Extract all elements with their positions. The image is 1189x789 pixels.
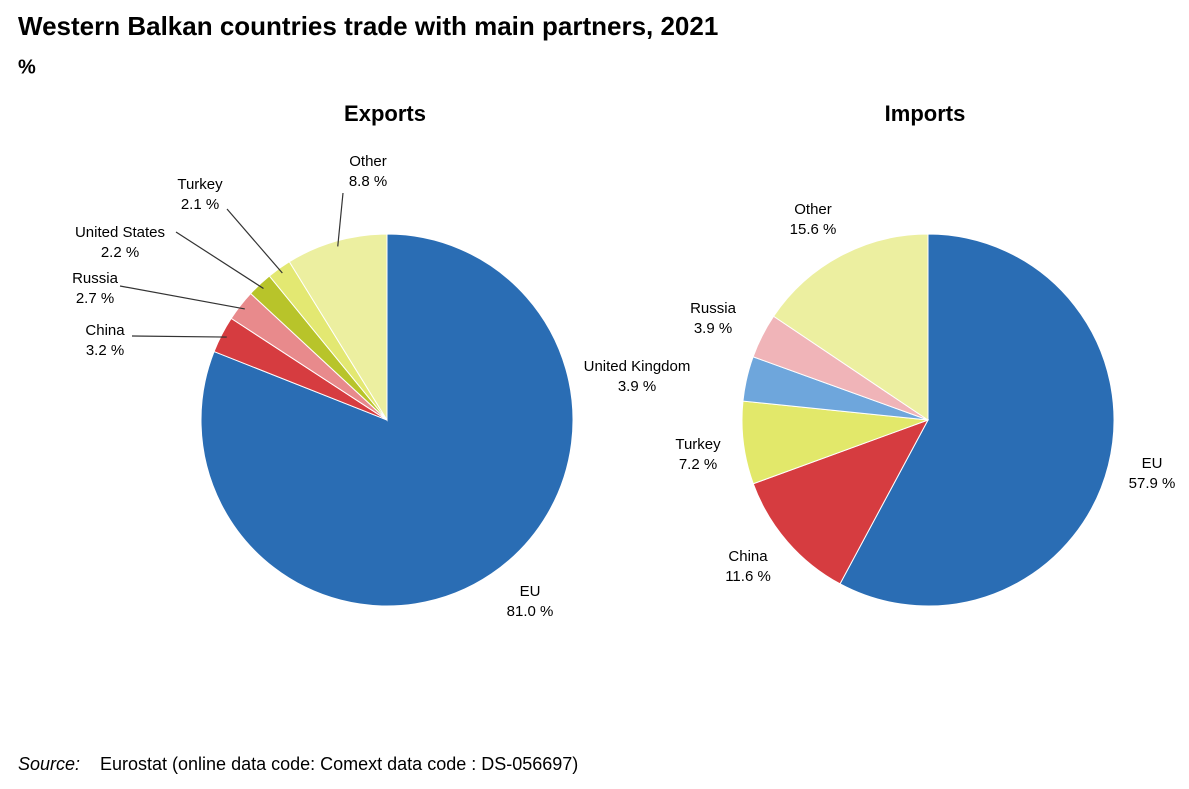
pie-title: Imports (885, 101, 966, 126)
source-label: Source: (18, 754, 80, 774)
slice-value-label: 2.7 % (76, 290, 114, 307)
slice-label: China (728, 548, 768, 565)
pie-slice (288, 233, 388, 422)
leader-line (131, 335, 227, 338)
slice-label: China (85, 322, 125, 339)
slice-value-label: 7.2 % (679, 456, 717, 473)
slice-label: EU (520, 583, 541, 600)
slice-label: Other (349, 153, 387, 170)
pie-title: Exports (344, 101, 426, 126)
slice-value-label: 3.2 % (86, 342, 124, 359)
slice-value-label: 3.9 % (694, 320, 732, 337)
leader-line (175, 231, 264, 289)
slice-label: United Kingdom (584, 358, 691, 375)
slice-label: Turkey (675, 436, 721, 453)
slice-label: Other (794, 201, 832, 218)
slice-value-label: 2.1 % (181, 196, 219, 213)
slice-value-label: 2.2 % (101, 244, 139, 261)
page-title: Western Balkan countries trade with main… (18, 11, 718, 41)
source-text: Eurostat (online data code: Comext data … (100, 754, 578, 774)
slice-label: EU (1142, 455, 1163, 472)
slice-value-label: 81.0 % (507, 603, 554, 620)
slice-value-label: 11.6 % (725, 568, 771, 585)
slice-label: Russia (690, 300, 737, 317)
unit-subtitle: % (18, 56, 36, 78)
slice-value-label: 8.8 % (349, 173, 387, 190)
slice-label: Turkey (177, 176, 223, 193)
slice-value-label: 15.6 % (790, 221, 837, 238)
leader-line (337, 192, 344, 247)
pie-slice (839, 233, 1115, 607)
leader-line (226, 208, 283, 274)
pie-slice (772, 233, 929, 421)
slice-value-label: 3.9 % (618, 378, 656, 395)
leader-line (119, 285, 245, 310)
slice-value-label: 57.9 % (1129, 475, 1176, 492)
pie-slice (752, 419, 930, 585)
slice-label: United States (75, 224, 165, 241)
slice-label: Russia (72, 270, 119, 287)
